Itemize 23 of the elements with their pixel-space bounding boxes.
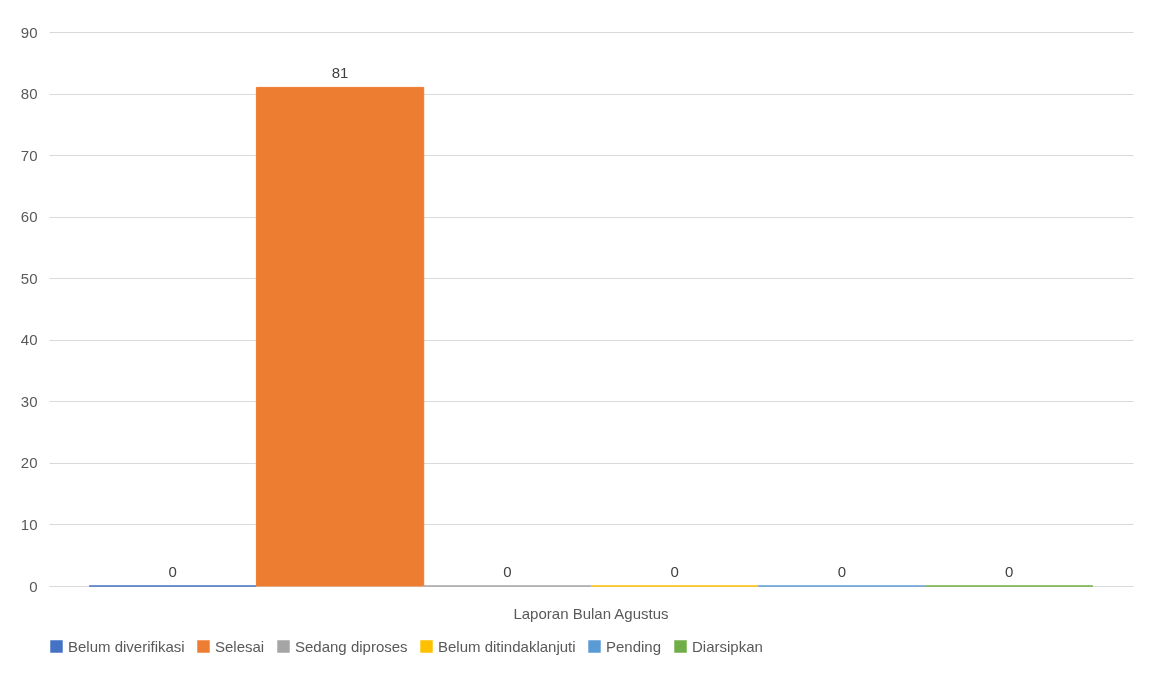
data-label: 0 (670, 563, 679, 580)
y-tick-label: 70 (20, 146, 38, 164)
y-tick-label: 40 (20, 331, 38, 349)
data-label: 0 (1005, 563, 1014, 580)
y-tick-label: 10 (20, 515, 38, 533)
x-tick-label: Laporan Bulan Agustus (513, 604, 669, 622)
legend-label: Selesai (215, 637, 265, 655)
legend-label: Belum ditindaklanjuti (438, 637, 576, 655)
y-tick-label: 60 (20, 208, 38, 226)
data-label: 0 (168, 563, 177, 580)
y-tick-label: 20 (20, 454, 38, 472)
legend-label: Pending (606, 637, 662, 655)
data-label: 81 (331, 64, 349, 82)
y-tick-label: 90 (20, 23, 38, 41)
y-tick-label: 50 (20, 269, 38, 287)
legend-label: Sedang diproses (295, 637, 408, 655)
y-tick-label: 30 (20, 392, 38, 410)
data-label: 0 (837, 563, 847, 580)
y-tick-label: 0 (29, 577, 38, 595)
legend-label: Belum diverifikasi (68, 637, 185, 655)
data-label: 0 (503, 563, 512, 580)
y-tick-label: 80 (20, 85, 38, 103)
legend-label: Diarsipkan (692, 637, 763, 655)
